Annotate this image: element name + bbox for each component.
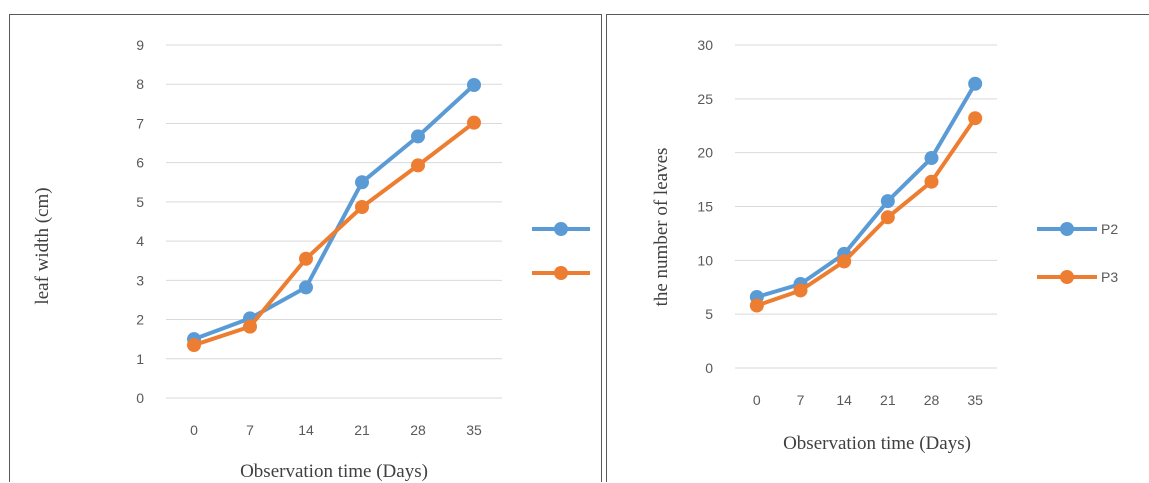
- data-point-series-1: [299, 280, 313, 295]
- x-tick-label: 21: [880, 392, 896, 408]
- y-tick-label: 9: [136, 37, 144, 53]
- data-point-series-1: [968, 76, 983, 91]
- y-tick-label: 25: [697, 91, 713, 107]
- legend-marker-series-1: [1060, 222, 1074, 236]
- x-tick-label: 0: [190, 422, 198, 438]
- legend-marker-series-2: [554, 266, 568, 280]
- series-line-1: [754, 81, 978, 299]
- data-point-series-1: [924, 151, 939, 166]
- series-line-2: [754, 116, 978, 308]
- y-tick-label: 7: [136, 115, 144, 131]
- y-tick-label: 5: [705, 306, 713, 322]
- data-point-series-2: [411, 158, 425, 173]
- x-tick-label: 7: [246, 422, 254, 438]
- leaf-width-chart: 0 1 2 3 4 5 6 7 8 9 0 7 14 21 28 35 Observation time (Da…: [32, 37, 590, 482]
- data-point-series-1: [355, 175, 369, 190]
- y-tick-label: 0: [705, 360, 713, 376]
- data-point-series-2: [837, 254, 852, 269]
- x-tick-label: 35: [967, 392, 983, 408]
- y-tick-label: 0: [136, 390, 144, 406]
- y-tick-label: 4: [136, 233, 144, 249]
- legend-marker-series-2: [1060, 270, 1074, 284]
- legend-label-series-1: P2: [1101, 221, 1118, 237]
- x-tick-label: 0: [753, 392, 761, 408]
- left-chart-panel: 0 1 2 3 4 5 6 7 8 9 0 7 14 21 28 35 Observation time (Da…: [9, 14, 602, 482]
- data-point-series-2: [793, 283, 808, 298]
- data-point-series-2: [968, 111, 983, 126]
- data-point-series-2: [924, 174, 939, 189]
- data-point-series-1: [880, 194, 895, 209]
- series-line-2: [192, 120, 476, 348]
- leaf-count-chart: 0 5 10 15 20 25 30 0 7 14 21 28 35 Observation time (…: [651, 37, 1118, 454]
- y-axis-title: the number of leaves: [651, 148, 672, 307]
- y-tick-label: 15: [697, 199, 713, 215]
- y-tick-label: 30: [697, 37, 713, 53]
- x-axis-title: Observation time (Days): [783, 433, 971, 454]
- data-point-series-1: [411, 129, 425, 144]
- y-tick-label: 8: [136, 76, 144, 92]
- y-tick-label: 6: [136, 155, 144, 171]
- data-point-series-2: [355, 199, 369, 214]
- y-tick-label: 20: [697, 145, 713, 161]
- data-point-series-2: [243, 319, 257, 334]
- legend-marker-series-1: [554, 222, 568, 236]
- x-tick-label: 28: [410, 422, 426, 438]
- y-axis-title: leaf width (cm): [32, 187, 53, 304]
- x-tick-label: 7: [797, 392, 805, 408]
- data-point-series-2: [467, 115, 481, 130]
- data-point-series-2: [749, 298, 764, 313]
- y-tick-label: 3: [136, 272, 144, 288]
- data-point-series-2: [187, 338, 201, 353]
- y-tick-label: 1: [136, 351, 144, 367]
- x-tick-label: 14: [836, 392, 852, 408]
- x-tick-label: 14: [298, 422, 314, 438]
- legend-label-series-2: P3: [1101, 269, 1118, 285]
- x-axis-title: Observation time (Days): [240, 461, 428, 482]
- data-point-series-1: [467, 78, 481, 93]
- y-tick-label: 2: [136, 312, 144, 328]
- y-tick-label: 10: [697, 252, 713, 268]
- x-tick-label: 35: [466, 422, 482, 438]
- x-tick-label: 21: [354, 422, 370, 438]
- data-point-series-2: [880, 210, 895, 225]
- data-point-series-2: [299, 251, 313, 266]
- right-chart-panel: 0 5 10 15 20 25 30 0 7 14 21 28 35 Observation time (…: [606, 14, 1149, 482]
- y-tick-label: 5: [136, 194, 144, 210]
- x-tick-label: 28: [924, 392, 940, 408]
